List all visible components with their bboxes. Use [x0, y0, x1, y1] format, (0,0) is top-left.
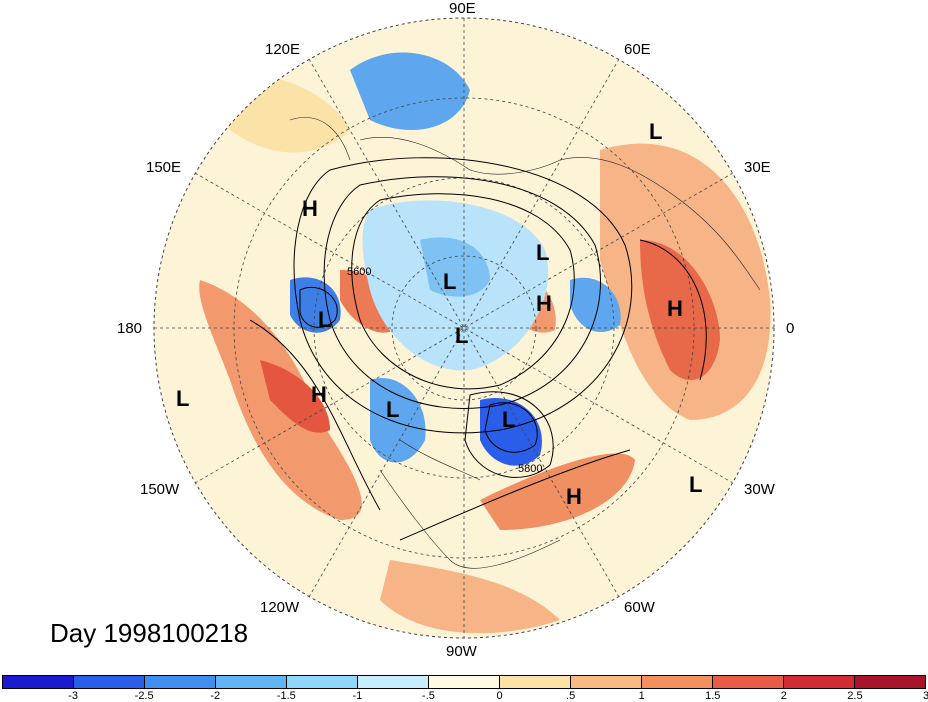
colorbar-segment — [287, 676, 358, 688]
colorbar-segment — [500, 676, 571, 688]
low-center: L — [649, 119, 662, 144]
lon-label-30w: 30W — [744, 481, 775, 498]
low-center: L — [536, 240, 549, 265]
colorbar-segment — [855, 676, 925, 688]
high-center: H — [536, 291, 552, 316]
lon-label-0: 0 — [786, 320, 795, 337]
colorbar-segment — [642, 676, 713, 688]
colorbar-segment — [713, 676, 784, 688]
meridian-lines — [154, 18, 774, 638]
contour-label-5800: 5800 — [518, 463, 542, 475]
day-label: Day 1998100218 — [50, 618, 249, 648]
latitude-circle-mid — [313, 177, 615, 479]
colorbar-segment — [145, 676, 216, 688]
anomaly-hot-pacific — [260, 360, 330, 433]
lon-label-120w: 120W — [260, 599, 300, 616]
lon-label-30e: 30E — [744, 159, 771, 176]
colorbar-tick-label: -2 — [210, 690, 221, 702]
colorbar-segment — [3, 676, 74, 688]
high-center: H — [566, 484, 582, 509]
lon-label-60w: 60W — [624, 599, 655, 616]
colorbar-segment — [74, 676, 145, 688]
colorbar-tick-label: -1 — [352, 690, 363, 702]
colorbar-tick-label: 2 — [780, 690, 787, 702]
colorbar-tick-label: -3 — [68, 690, 78, 702]
colorbar-tick-label: -1.5 — [276, 690, 296, 702]
anomaly-cold-scandinavia — [570, 277, 621, 333]
anomaly-warm-atlantic — [480, 453, 635, 530]
lon-label-150e: 150E — [146, 159, 182, 176]
colorbar-tick-label: -.5 — [422, 690, 435, 702]
lon-label-180: 180 — [117, 320, 143, 337]
colorbar-segment — [216, 676, 287, 688]
colorbar-tick-label: .5 — [566, 690, 576, 702]
low-center: L — [443, 269, 456, 294]
colorbar-tick-label: 2.5 — [847, 690, 863, 702]
high-center: H — [667, 296, 683, 321]
lon-label-120e: 120E — [265, 41, 301, 58]
anomaly-hot-europe — [640, 240, 720, 380]
anomaly-cold-canada — [370, 378, 426, 463]
map-border — [153, 17, 775, 639]
low-center: L — [455, 323, 468, 348]
low-center: L — [386, 397, 399, 422]
latitude-circle-inner — [391, 255, 537, 401]
colorbar — [2, 675, 926, 689]
coastlines — [289, 117, 761, 569]
low-center: L — [502, 407, 515, 432]
high-center: H — [311, 382, 327, 407]
colorbar-tick-label: -2.5 — [134, 690, 154, 702]
lon-label-90e: 90E — [449, 0, 476, 17]
colorbar-segment — [429, 676, 500, 688]
lon-label-60e: 60E — [624, 41, 651, 58]
colorbar-tick-label: 1 — [638, 690, 645, 702]
lon-label-90w: 90W — [446, 643, 477, 660]
colorbar-segment — [571, 676, 642, 688]
anomaly-cold-siberia — [350, 52, 470, 130]
colorbar-tick-label: 0 — [496, 690, 503, 702]
low-center: L — [176, 386, 189, 411]
anomaly-cold-labrador — [480, 398, 542, 466]
low-center: L — [689, 472, 702, 497]
colorbar-segment — [358, 676, 429, 688]
contour-label-5600: 5600 — [347, 266, 371, 278]
anomaly-warm-south — [380, 560, 560, 634]
colorbar-tick-label: 1.5 — [705, 690, 721, 702]
height-contours — [249, 157, 707, 541]
colorbar-tick-label: 3 — [922, 690, 928, 702]
lon-label-150w: 150W — [140, 481, 180, 498]
colorbar-segment — [784, 676, 855, 688]
low-center: L — [318, 307, 331, 332]
high-center: H — [302, 196, 318, 221]
anomaly-cold-arctic — [420, 237, 490, 297]
